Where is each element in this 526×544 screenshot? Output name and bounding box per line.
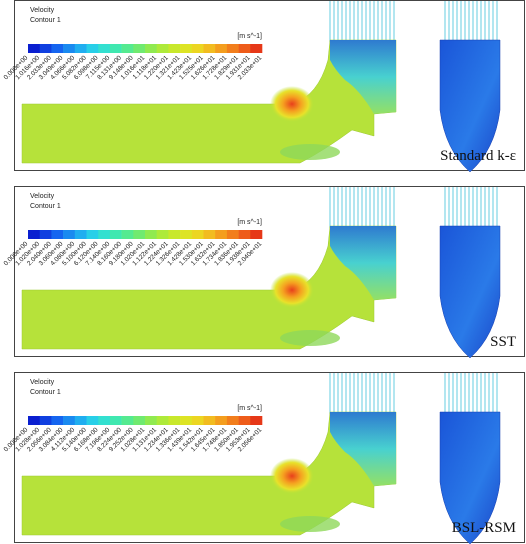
colorbar-cell bbox=[122, 230, 134, 239]
colorbar-cell bbox=[87, 416, 99, 425]
legend-title: Velocity bbox=[30, 379, 55, 386]
colorbar-cell bbox=[227, 44, 239, 53]
colorbar-cell bbox=[192, 230, 204, 239]
colorbar-cell bbox=[145, 230, 157, 239]
colorbar-cell bbox=[227, 416, 239, 425]
colorbar-cell bbox=[110, 416, 122, 425]
legend-title: Velocity bbox=[30, 193, 55, 200]
colorbar-cell bbox=[157, 44, 169, 53]
colorbar-cell bbox=[87, 44, 99, 53]
colorbar-cell bbox=[239, 230, 251, 239]
colorbar-cell bbox=[180, 230, 192, 239]
high-velocity bbox=[270, 458, 314, 494]
colorbar-cell bbox=[51, 230, 63, 239]
colorbar-cell bbox=[98, 416, 110, 425]
colorbar-cell bbox=[75, 230, 87, 239]
legend-unit: [m s^-1] bbox=[237, 219, 262, 226]
colorbar-cell bbox=[98, 230, 110, 239]
model-label: Standard k-ε bbox=[440, 148, 516, 164]
legend-subtitle: Contour 1 bbox=[30, 389, 61, 396]
colorbar-cell bbox=[51, 44, 63, 53]
colorbar-cell bbox=[133, 416, 145, 425]
colorbar-cell bbox=[250, 44, 262, 53]
colorbar-cell bbox=[133, 230, 145, 239]
colorbar-cell bbox=[215, 44, 227, 53]
colorbar-cell bbox=[75, 416, 87, 425]
colorbar-cell bbox=[145, 44, 157, 53]
legend-unit: [m s^-1] bbox=[237, 33, 262, 40]
colorbar-cell bbox=[51, 416, 63, 425]
model-label: SST bbox=[490, 334, 516, 350]
low-velocity bbox=[280, 330, 340, 346]
colorbar-cell bbox=[98, 44, 110, 53]
colorbar-cell bbox=[63, 44, 75, 53]
colorbar-cell bbox=[122, 416, 134, 425]
model-label: BSL-RSM bbox=[452, 520, 516, 536]
colorbar-cell bbox=[180, 44, 192, 53]
colorbar-cell bbox=[133, 44, 145, 53]
colorbar-cell bbox=[204, 416, 216, 425]
low-velocity bbox=[280, 144, 340, 160]
colorbar-cell bbox=[145, 416, 157, 425]
colorbar-cell bbox=[239, 44, 251, 53]
high-velocity bbox=[270, 86, 314, 122]
colorbar-cell bbox=[168, 44, 180, 53]
colorbar-cell bbox=[215, 416, 227, 425]
colorbar-cell bbox=[40, 230, 52, 239]
colorbar-cell bbox=[28, 230, 40, 239]
low-velocity bbox=[280, 516, 340, 532]
colorbar-cell bbox=[63, 416, 75, 425]
colorbar-cell bbox=[239, 416, 251, 425]
colorbar-cell bbox=[250, 416, 262, 425]
colorbar-cell bbox=[215, 230, 227, 239]
colorbar-cell bbox=[122, 44, 134, 53]
colorbar-cell bbox=[157, 230, 169, 239]
colorbar-cell bbox=[157, 416, 169, 425]
legend-subtitle: Contour 1 bbox=[30, 203, 61, 210]
legend-title: Velocity bbox=[30, 7, 55, 14]
colorbar-cell bbox=[110, 44, 122, 53]
colorbar-cell bbox=[192, 44, 204, 53]
legend-unit: [m s^-1] bbox=[237, 405, 262, 412]
colorbar-cell bbox=[28, 44, 40, 53]
colorbar-cell bbox=[40, 44, 52, 53]
colorbar-cell bbox=[180, 416, 192, 425]
colorbar-cell bbox=[40, 416, 52, 425]
colorbar-cell bbox=[110, 230, 122, 239]
colorbar-cell bbox=[168, 230, 180, 239]
high-velocity bbox=[270, 272, 314, 308]
colorbar-cell bbox=[250, 230, 262, 239]
colorbar-cell bbox=[87, 230, 99, 239]
colorbar-cell bbox=[168, 416, 180, 425]
colorbar-cell bbox=[192, 416, 204, 425]
figure: VelocityContour 1[m s^-1]0.000e+001.016e… bbox=[0, 0, 526, 544]
colorbar-cell bbox=[75, 44, 87, 53]
colorbar-cell bbox=[204, 44, 216, 53]
colorbar-cell bbox=[63, 230, 75, 239]
colorbar-cell bbox=[227, 230, 239, 239]
colorbar-cell bbox=[28, 416, 40, 425]
legend-subtitle: Contour 1 bbox=[30, 17, 61, 24]
colorbar-cell bbox=[204, 230, 216, 239]
